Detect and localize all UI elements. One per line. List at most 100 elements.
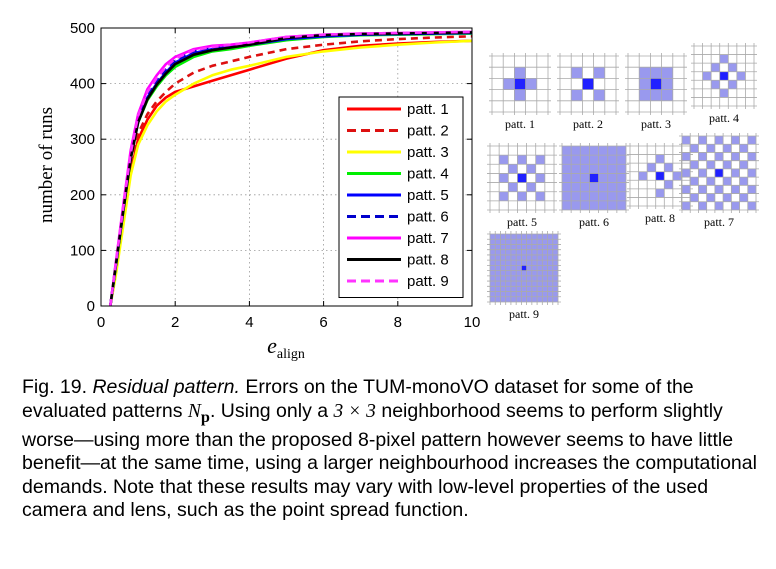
pattern-cell: [521, 270, 527, 276]
pattern-cell: [517, 191, 527, 201]
x-tick-label: 8: [394, 314, 402, 331]
pattern-cell: [521, 254, 527, 261]
caption-text-1: Errors on the TUM-monoVO dataset for som…: [22, 376, 694, 422]
pattern-cell: [571, 164, 581, 174]
pattern-cell: [516, 249, 522, 255]
pattern-diagrams: patt. 1 patt. 2 patt. 3 patt. 4 patt. 5 patt.…: [487, 43, 759, 321]
pattern-cell: [655, 171, 665, 181]
pattern-cell: [711, 80, 720, 89]
pattern-cell: [598, 173, 608, 183]
pattern-cell: [537, 275, 543, 282]
pattern-cell: [531, 296, 538, 302]
pattern-cell: [562, 146, 572, 156]
pattern-cell: [521, 286, 527, 292]
pattern-cell: [505, 286, 511, 292]
pattern-cell: [490, 291, 496, 297]
pattern-cell: [500, 281, 506, 287]
pattern-cell: [495, 260, 501, 266]
pattern-cell: [495, 296, 501, 302]
pattern-cell: [495, 291, 501, 297]
pattern-cell: [500, 270, 506, 276]
legend-label: patt. 6: [407, 209, 449, 226]
pattern-cell: [747, 152, 756, 161]
pattern-cell: [562, 173, 572, 183]
pattern-cell: [510, 249, 517, 255]
pattern-cell: [516, 286, 522, 292]
pattern-cell: [598, 146, 608, 156]
legend-label: patt. 4: [407, 166, 449, 183]
pattern-cell: [495, 254, 501, 261]
pattern-cell: [542, 296, 548, 302]
pattern-cell: [521, 265, 527, 271]
pattern-cell: [571, 89, 583, 101]
pattern-cell: [495, 281, 501, 287]
pattern-cell: [505, 234, 511, 240]
pattern-cell: [672, 171, 682, 181]
pattern-cell: [516, 281, 522, 287]
pattern-cell: [525, 78, 537, 90]
y-tick-label: 100: [70, 242, 95, 259]
pattern-cell: [542, 275, 548, 282]
pattern-cell: [510, 244, 517, 250]
pattern-cell: [682, 201, 691, 210]
legend-label: patt. 1: [407, 101, 449, 118]
pattern-cell: [521, 296, 527, 302]
pattern-cell: [731, 152, 740, 161]
pattern-cell: [505, 275, 511, 282]
legend-label: patt. 5: [407, 187, 449, 204]
pattern-cell: [714, 168, 724, 178]
pattern-cell: [495, 270, 501, 276]
pattern-cell: [510, 286, 517, 292]
y-tick-label: 400: [70, 76, 95, 93]
pattern-cell: [490, 249, 496, 255]
pattern-cell: [542, 254, 548, 261]
pattern-cell: [723, 193, 732, 202]
pattern-cell: [582, 78, 594, 90]
y-tick-label: 0: [87, 298, 95, 315]
pattern-label: patt. 2: [573, 117, 603, 131]
pattern-cell: [526, 260, 532, 266]
pattern-diagram: patt. 1: [489, 53, 551, 131]
pattern-cell: [526, 239, 532, 245]
pattern-cell: [521, 239, 527, 245]
pattern-cell: [505, 265, 511, 271]
pattern-cell: [505, 270, 511, 276]
pattern-cell: [542, 239, 548, 245]
pattern-cell: [499, 191, 509, 201]
pattern-cell: [510, 296, 517, 302]
pattern-cell: [747, 185, 756, 194]
pattern-cell: [490, 254, 496, 261]
pattern-cell: [580, 173, 590, 183]
pattern-cell: [500, 254, 506, 261]
figure-caption: Fig. 19. Residual pattern. Errors on the…: [22, 376, 762, 523]
pattern-cell: [490, 296, 496, 302]
pattern-cell: [580, 182, 590, 192]
pattern-cell: [508, 164, 518, 174]
pattern-cell: [639, 89, 651, 101]
pattern-cell: [537, 286, 543, 292]
pattern-cell: [598, 191, 608, 201]
x-axis-label-main: e: [267, 333, 277, 358]
pattern-cell: [537, 249, 543, 255]
pattern-cell: [531, 270, 538, 276]
pattern-cell: [547, 239, 553, 245]
pattern-cell: [537, 260, 543, 266]
pattern-cell: [542, 270, 548, 276]
pattern-cell: [593, 67, 605, 79]
plot-frame: [100, 27, 473, 307]
pattern-cell: [516, 275, 522, 282]
pattern-cell: [731, 168, 740, 178]
pattern-cell: [607, 155, 617, 165]
pattern-cell: [616, 164, 626, 174]
caption-text-2: . Using only a: [209, 399, 329, 422]
pattern-cell: [706, 177, 715, 186]
pattern-cell: [505, 249, 511, 255]
pattern-cell: [593, 89, 605, 101]
pattern-cell: [598, 182, 608, 192]
pattern-cell: [736, 71, 746, 81]
pattern-cell: [562, 182, 572, 192]
pattern-cell: [739, 193, 748, 202]
legend-label: patt. 9: [407, 273, 449, 290]
pattern-cell: [537, 270, 543, 276]
